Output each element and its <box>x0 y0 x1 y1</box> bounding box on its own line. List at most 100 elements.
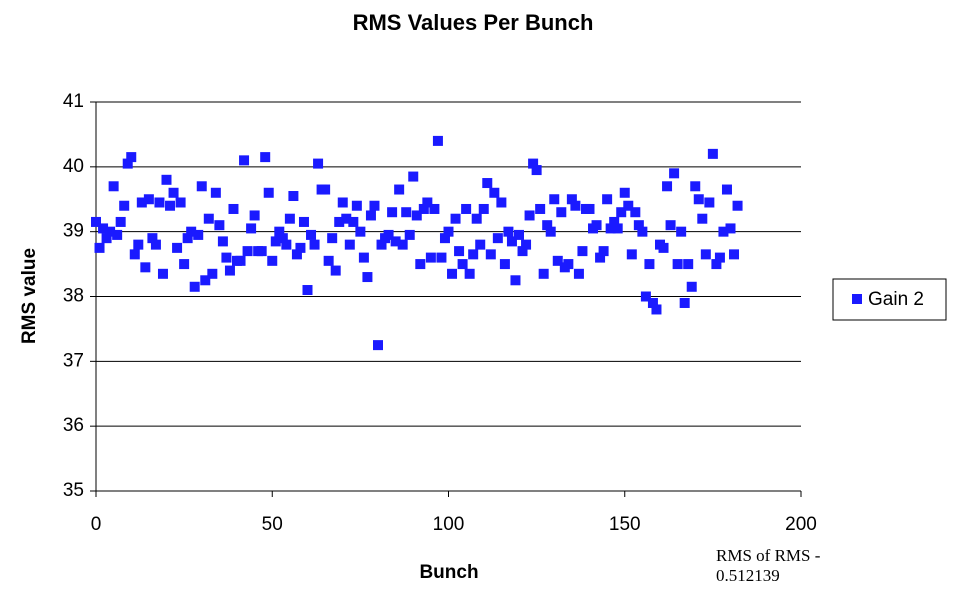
point <box>217 236 228 247</box>
point <box>203 213 214 224</box>
point <box>397 239 408 250</box>
point <box>549 194 560 205</box>
point <box>563 259 574 270</box>
point <box>373 340 383 351</box>
point <box>189 281 200 292</box>
point <box>457 259 468 270</box>
point <box>672 259 683 270</box>
x-axis-label: Bunch <box>419 562 478 583</box>
point <box>260 152 271 163</box>
point <box>496 197 507 208</box>
point <box>662 181 673 192</box>
point <box>274 226 285 237</box>
point <box>277 233 288 244</box>
point <box>330 265 341 276</box>
point <box>168 187 179 198</box>
point <box>327 233 338 244</box>
point <box>468 249 479 260</box>
y-tick-label: 38 <box>63 286 84 307</box>
point <box>732 200 743 211</box>
point <box>344 239 355 250</box>
legend-label: Gain 2 <box>868 289 924 310</box>
point <box>242 246 253 257</box>
point <box>450 213 461 224</box>
point <box>602 194 613 205</box>
point <box>288 191 299 202</box>
chart-title: RMS Values Per Bunch <box>353 10 594 35</box>
point <box>464 268 475 279</box>
point <box>313 158 324 169</box>
point <box>147 233 158 244</box>
point <box>693 194 704 205</box>
point <box>249 210 260 221</box>
point <box>623 200 634 211</box>
point <box>193 229 204 240</box>
point <box>595 252 606 263</box>
point <box>122 158 133 169</box>
point <box>133 239 144 250</box>
point <box>418 203 429 214</box>
point <box>630 207 641 218</box>
point <box>679 297 690 308</box>
y-tick-label: 41 <box>63 91 84 112</box>
point <box>616 207 627 218</box>
point <box>284 213 295 224</box>
point <box>351 200 362 211</box>
point <box>140 262 151 273</box>
y-tick-label: 37 <box>63 350 84 371</box>
point <box>633 220 644 231</box>
point <box>228 203 239 214</box>
point <box>334 216 345 227</box>
point <box>150 239 161 250</box>
point <box>94 242 105 253</box>
point <box>591 220 602 231</box>
point <box>348 216 359 227</box>
point <box>651 304 662 315</box>
y-axis-label: RMS value <box>19 248 40 344</box>
point <box>267 255 278 266</box>
point <box>401 207 412 218</box>
x-tick-label: 50 <box>262 514 283 535</box>
point <box>355 226 366 237</box>
point <box>683 259 694 270</box>
point <box>521 239 532 250</box>
point <box>697 213 708 224</box>
point <box>573 268 584 279</box>
x-tick-label: 100 <box>433 514 465 535</box>
point <box>538 268 549 279</box>
point <box>619 187 630 198</box>
point <box>552 255 563 266</box>
point <box>524 210 535 221</box>
point <box>129 249 140 260</box>
point <box>721 184 732 195</box>
point <box>119 200 130 211</box>
point <box>714 252 725 263</box>
point <box>239 155 250 166</box>
point <box>365 210 376 221</box>
point <box>323 255 334 266</box>
point <box>200 275 211 286</box>
point <box>302 285 313 296</box>
point <box>612 223 623 234</box>
point <box>669 168 680 179</box>
point <box>337 197 348 208</box>
point <box>246 223 257 234</box>
annotation: RMS of RMS - 0.512139 <box>716 546 821 585</box>
point <box>422 197 433 208</box>
point <box>306 229 317 240</box>
point <box>640 291 651 302</box>
legend-box <box>832 278 947 321</box>
point <box>545 226 556 237</box>
point <box>172 242 183 253</box>
point <box>542 220 553 231</box>
point <box>136 197 147 208</box>
point <box>214 220 225 231</box>
y-tick-label: 39 <box>63 221 84 242</box>
point <box>415 259 426 270</box>
point <box>436 252 447 263</box>
point <box>729 249 740 260</box>
point <box>390 236 401 247</box>
x-tick-label: 150 <box>609 514 641 535</box>
point <box>647 297 658 308</box>
